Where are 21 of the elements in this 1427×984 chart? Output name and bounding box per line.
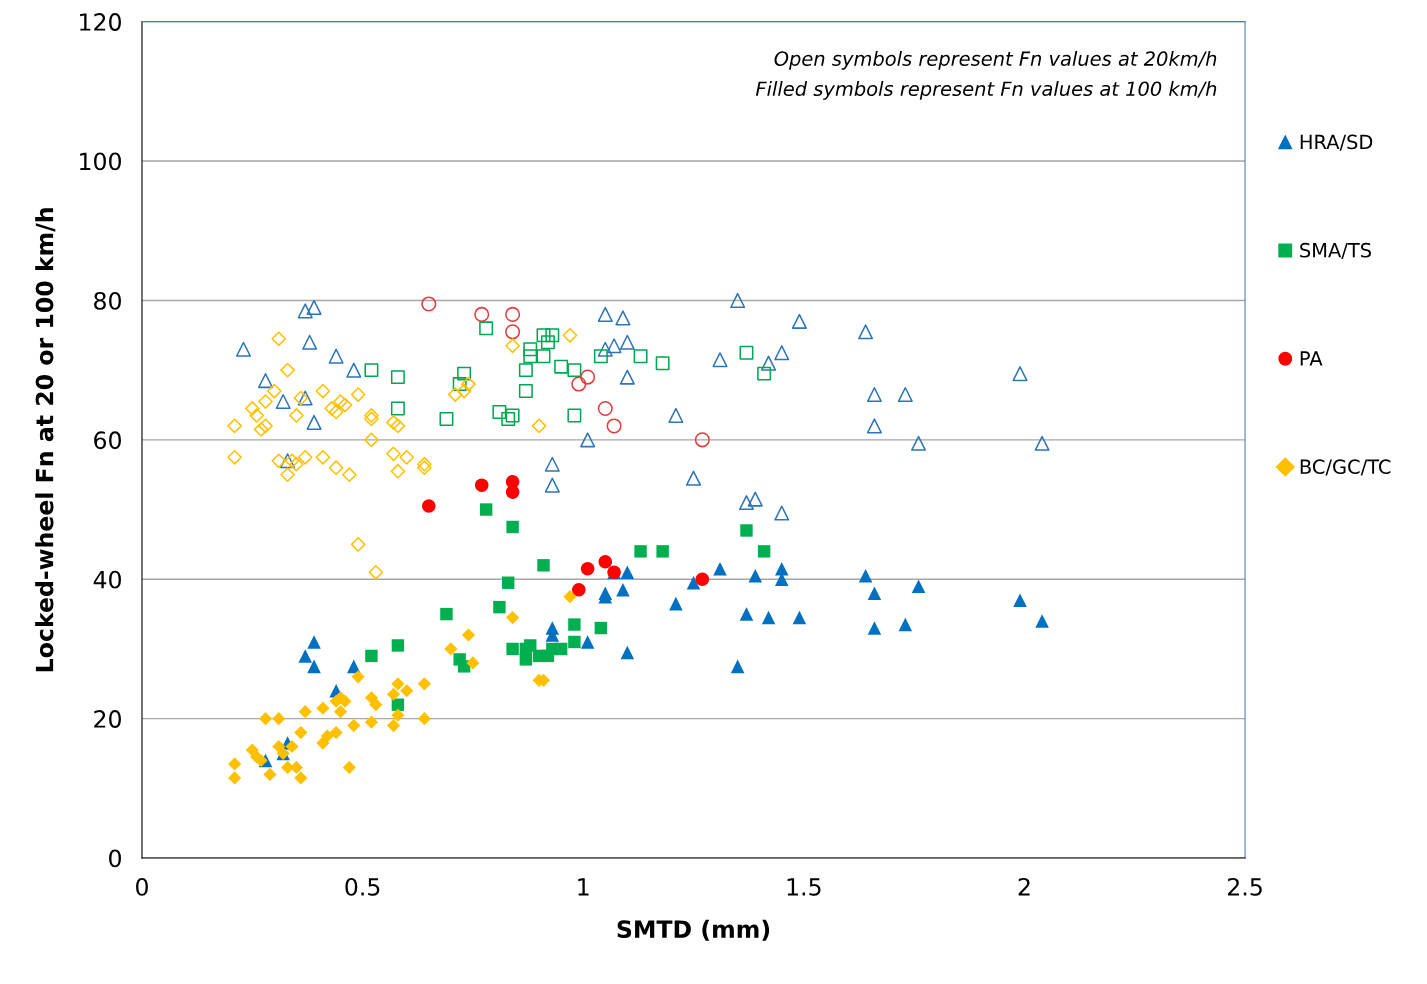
y-tick-label: 0 xyxy=(109,849,121,868)
y-tick-label: 120 xyxy=(80,13,121,31)
y-tick-label: 100 xyxy=(80,152,121,171)
x-tick-label: 0 xyxy=(136,877,148,896)
x-tick-label: 1.5 xyxy=(787,878,821,896)
x-tick-label: 2 xyxy=(1018,877,1030,896)
y-tick-label: 40 xyxy=(93,570,121,589)
legend-label: SMA/TS xyxy=(1300,242,1371,260)
x-tick-label: 2.5 xyxy=(1228,877,1262,896)
y-tick-label: 80 xyxy=(94,291,121,310)
y-axis-title: Locked-wheel Fn at 20 or 100 km/h xyxy=(35,208,56,672)
legend-label: HRA/SD xyxy=(1300,134,1373,151)
annotation: Filled symbols represent Fn values at 100 km/h xyxy=(755,81,1217,100)
x-axis-title: SMTD (mm) xyxy=(617,919,770,941)
annotation: Open symbols represent Fn values at 20km/h xyxy=(774,50,1217,70)
x-tick-label: 1 xyxy=(578,878,589,896)
legend-label: PA xyxy=(1300,351,1323,366)
x-tick-label: 0.5 xyxy=(345,877,380,896)
legend-label: BC/GC/TC xyxy=(1300,459,1391,476)
y-tick-label: 20 xyxy=(94,710,121,728)
y-tick-label: 60 xyxy=(94,431,121,450)
